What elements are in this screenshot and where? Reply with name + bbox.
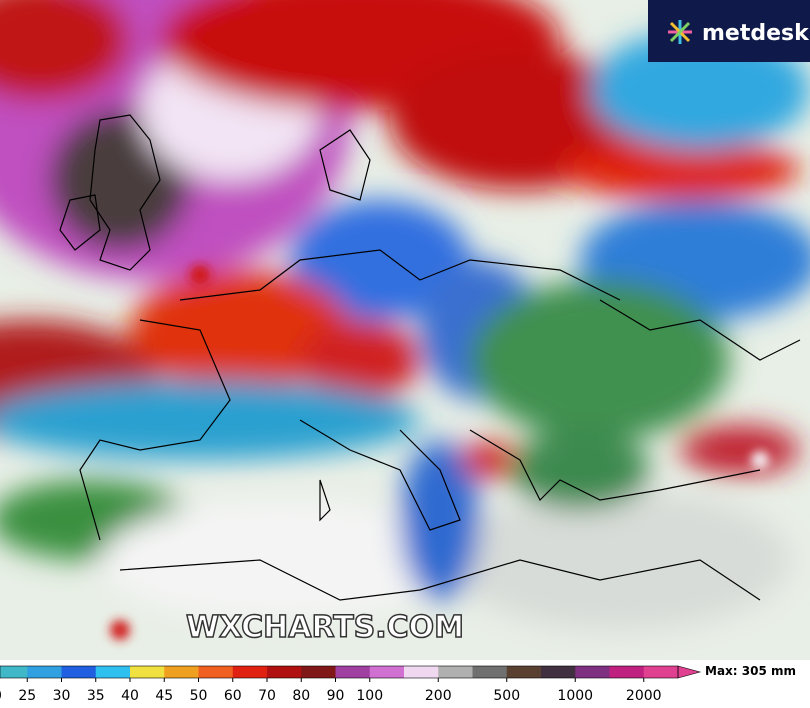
colorbar-segment <box>301 666 336 678</box>
colorbar-tick-label: 60 <box>224 688 242 704</box>
colorbar-segment <box>643 666 679 678</box>
watermark: WXCHARTS.COM <box>186 610 464 645</box>
colorbar-tick-label: 30 <box>53 688 71 704</box>
colorbar-segment <box>438 666 473 678</box>
colorbar-tick-label: 35 <box>87 688 105 704</box>
colorbar-tick-label: 1000 <box>557 688 593 704</box>
colorbar-tick-label: 25 <box>18 688 36 704</box>
max-label: Max: 305 mm <box>705 664 796 678</box>
logo-text: metdesk <box>702 21 810 46</box>
colorbar-segment <box>61 666 97 678</box>
colorbar-segment <box>335 666 371 678</box>
colorbar-segment <box>575 666 610 678</box>
colorbar-tick-label: 50 <box>190 688 208 704</box>
colorbar-tick-label: 2000 <box>626 688 662 704</box>
colorbar-segment <box>472 666 508 678</box>
colorbar-segment <box>609 666 645 678</box>
colorbar-segment <box>0 666 28 678</box>
colorbar-tick-label: 200 <box>425 688 452 704</box>
colorbar-segment <box>541 666 576 678</box>
colorbar-tick-label: 45 <box>155 688 173 704</box>
colorbar-segment <box>130 666 165 678</box>
colorbar-tick-label: 40 <box>121 688 139 704</box>
colorbar-arrow <box>677 665 702 679</box>
colorbar-segment <box>198 666 234 678</box>
colorbar-segment <box>267 666 302 678</box>
coastlines <box>59 114 801 601</box>
colorbar-segment <box>506 666 542 678</box>
colorbar-segment <box>404 666 439 678</box>
colorbar-segment <box>232 666 268 678</box>
logo: metdesk <box>648 0 810 62</box>
colorbar-tick-label: 20 <box>0 688 2 704</box>
colorbar-tick-label: 90 <box>327 688 345 704</box>
colorbar-frame <box>0 665 679 679</box>
colorbar-segment <box>27 666 62 678</box>
colorbar-segment <box>164 666 199 678</box>
colorbar-tick-label: 500 <box>493 688 520 704</box>
colorbar-segment <box>95 666 131 678</box>
colorbar-tick-label: 70 <box>258 688 276 704</box>
colorbar-tick-label: 100 <box>356 688 383 704</box>
colorbar-segment <box>369 666 405 678</box>
colorbar: 20 25 30 35 40 45 50 60 70 80 90 100 200 500 1000 2000 <box>0 665 702 704</box>
precipitation-map: WXCHARTS.COM metdesk <box>0 0 810 660</box>
colorbar-tick-label: 80 <box>292 688 310 704</box>
